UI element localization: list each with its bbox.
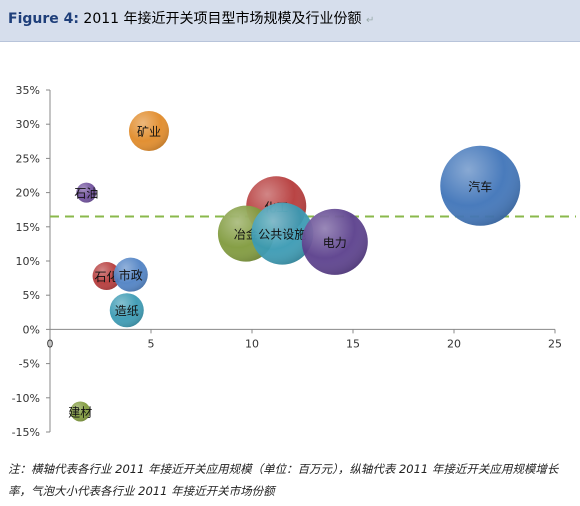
- bubble: 市政: [113, 257, 148, 292]
- figure-title: 2011 年接近开关项目型市场规模及行业份额: [83, 11, 362, 27]
- bubble-shade: [76, 182, 97, 203]
- y-tick-label: -10%: [12, 392, 40, 405]
- y-tick-label: 25%: [16, 152, 40, 165]
- bubble: 矿业: [128, 111, 169, 152]
- bubble-label: 汽车: [468, 179, 492, 194]
- bubble-label: 造纸: [115, 304, 139, 318]
- x-tick-label: 5: [148, 337, 155, 350]
- y-tick-label: 0%: [23, 323, 40, 336]
- paragraph-mark-icon: ↵: [365, 15, 375, 26]
- bubble-shade: [109, 293, 144, 328]
- bubble-label: 电力: [323, 236, 347, 250]
- bubble-label: 建材: [68, 405, 92, 419]
- y-tick-label: 20%: [16, 187, 40, 200]
- bubble-group: 矿业石油化工冶金公共设施电力汽车石化市政造纸建材: [68, 111, 521, 422]
- bubble-label: 矿业: [137, 125, 161, 139]
- y-tick-label: -5%: [19, 358, 40, 371]
- y-tick-label: 35%: [16, 84, 40, 97]
- bubble-shade: [251, 202, 314, 265]
- y-tick-label: 10%: [16, 255, 40, 268]
- y-tick-label: 30%: [16, 118, 40, 131]
- bubble-label: 市政: [119, 268, 143, 283]
- bubble: 石化: [92, 262, 121, 291]
- bubble-label: 石化: [95, 270, 119, 284]
- bubble-label: 石油: [74, 187, 98, 201]
- bubble-shade: [128, 111, 169, 152]
- y-tick-label: 5%: [23, 289, 40, 302]
- bubble-label: 公共设施: [258, 228, 306, 242]
- bubble: 电力: [301, 208, 368, 275]
- bubble: 建材: [68, 401, 92, 422]
- bubble: 石油: [74, 182, 98, 203]
- bubble: 公共设施: [251, 202, 314, 265]
- figure-title-bar: Figure 4: 2011 年接近开关项目型市场规模及行业份额 ↵: [0, 0, 580, 42]
- bubble-shade: [70, 401, 91, 422]
- bubble: 汽车: [440, 145, 521, 226]
- bubble-chart: 0 5 10 15 20 25 35% 30% 25% 20% 15% 10% 5% 0% -5% -10% -…: [0, 50, 580, 450]
- bubble-shade: [113, 257, 148, 292]
- bubble-shade: [440, 145, 521, 226]
- x-tick-label: 10: [245, 337, 259, 350]
- x-tick-label: 15: [346, 337, 360, 350]
- bubble-shade: [301, 208, 368, 275]
- x-tick-label: 20: [447, 337, 461, 350]
- bubble: 造纸: [109, 293, 144, 328]
- bubble-chart-svg: 0 5 10 15 20 25 35% 30% 25% 20% 15% 10% 5% 0% -5% -10% -…: [12, 84, 576, 439]
- x-tick-label: 25: [548, 337, 562, 350]
- y-tick-label: -15%: [12, 426, 40, 439]
- figure-label: Figure 4:: [8, 11, 79, 27]
- chart-axes: 0 5 10 15 20 25 35% 30% 25% 20% 15% 10% 5% 0% -5% -10% -…: [12, 84, 562, 439]
- bubble-shade: [92, 262, 121, 291]
- chart-footnote: 注：横轴代表各行业 2011 年接近开关应用规模（单位：百万元），纵轴代表 20…: [8, 462, 559, 498]
- y-tick-label: 15%: [16, 221, 40, 234]
- x-tick-label: 0: [47, 337, 54, 350]
